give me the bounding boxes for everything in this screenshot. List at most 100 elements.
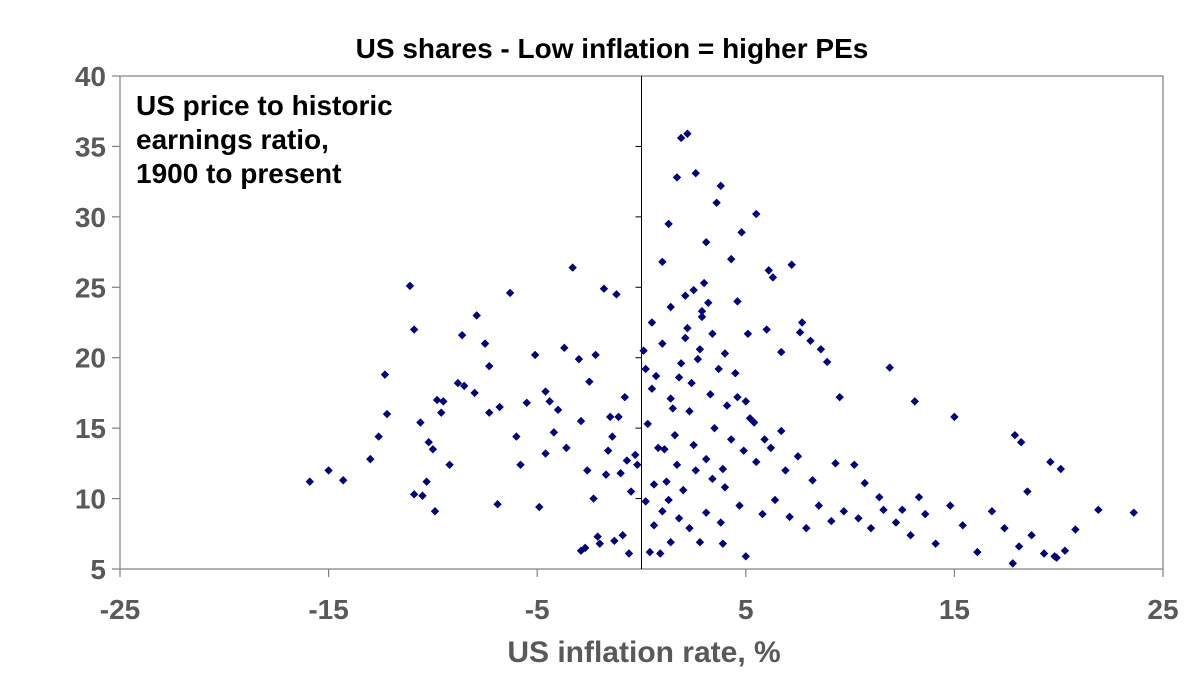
data-point [718, 539, 728, 548]
data-point [885, 363, 894, 372]
data-point [891, 518, 901, 527]
data-point [687, 378, 696, 388]
data-point [777, 347, 786, 357]
data-point [576, 416, 586, 426]
data-point [710, 423, 719, 433]
data-point [681, 291, 690, 300]
data-point [1027, 530, 1036, 540]
data-point [749, 418, 759, 427]
data-point [560, 343, 569, 353]
data-point [1056, 464, 1065, 474]
data-point [958, 521, 967, 530]
data-point [1071, 525, 1080, 534]
data-point [795, 328, 805, 337]
data-point [1046, 457, 1055, 467]
chart-title: US shares - Low inflation = higher PEs [356, 33, 869, 64]
data-point [541, 449, 550, 458]
data-point [432, 395, 442, 405]
data-point [664, 495, 673, 505]
data-point [437, 408, 446, 417]
data-point [676, 359, 686, 368]
data-point [745, 414, 755, 423]
data-point [545, 397, 554, 406]
data-point [674, 373, 684, 382]
data-point [906, 530, 915, 540]
data-point [616, 469, 625, 478]
data-point [658, 507, 667, 516]
data-point [430, 507, 440, 516]
data-point [835, 392, 844, 402]
data-point [614, 412, 623, 422]
data-point [601, 470, 611, 479]
data-point [580, 543, 590, 553]
data-point [672, 460, 682, 469]
data-point [633, 460, 642, 469]
data-point [735, 501, 744, 510]
data-point [752, 209, 761, 219]
data-point [405, 281, 415, 291]
data-point [854, 514, 863, 523]
data-point [339, 476, 348, 485]
data-point [641, 364, 650, 374]
x-tick-label: -25 [100, 594, 140, 625]
data-point [647, 318, 657, 327]
data-point [920, 509, 930, 519]
data-point [697, 307, 707, 316]
data-point [706, 390, 715, 399]
data-point [643, 419, 652, 429]
data-point [701, 238, 711, 247]
x-tick-label: 5 [738, 594, 754, 625]
data-point [758, 509, 767, 519]
x-tick-label: -5 [525, 594, 550, 625]
data-point [752, 457, 761, 467]
data-point [457, 330, 467, 340]
data-point [716, 181, 725, 191]
data-point [712, 198, 721, 207]
data-point [562, 443, 571, 453]
data-point [695, 538, 705, 547]
data-point [424, 438, 433, 447]
data-point [485, 361, 494, 371]
y-tick-label: 10 [75, 484, 106, 515]
data-point [658, 339, 667, 348]
data-point [1129, 508, 1138, 517]
data-points [305, 129, 1138, 568]
data-point [660, 445, 669, 454]
y-tick-label: 20 [75, 343, 106, 374]
data-point [689, 285, 698, 295]
data-point [720, 349, 730, 358]
data-point [691, 466, 700, 475]
data-point [787, 260, 796, 269]
data-point [704, 298, 713, 307]
data-point [305, 477, 315, 486]
data-point [470, 388, 479, 398]
data-point [549, 428, 559, 437]
data-point [505, 288, 515, 298]
data-point [797, 318, 807, 327]
data-point [1023, 487, 1032, 496]
data-point [766, 443, 776, 453]
data-point [674, 514, 684, 523]
data-point [701, 508, 711, 517]
data-point [658, 257, 667, 267]
data-point [1016, 438, 1026, 447]
x-tick-label: 15 [939, 594, 970, 625]
data-point [739, 446, 748, 455]
data-point [472, 311, 481, 320]
data-point [685, 407, 694, 416]
data-point [743, 329, 753, 338]
data-point [831, 459, 840, 468]
data-point [716, 518, 725, 527]
data-point [672, 173, 682, 182]
data-point [760, 435, 769, 444]
data-point [722, 401, 732, 410]
data-point [1010, 430, 1020, 440]
data-point [620, 392, 630, 402]
data-point [777, 426, 786, 436]
data-point [816, 345, 826, 354]
data-point [459, 381, 469, 391]
data-point [866, 523, 876, 533]
data-point [681, 333, 690, 343]
data-point [645, 547, 655, 557]
